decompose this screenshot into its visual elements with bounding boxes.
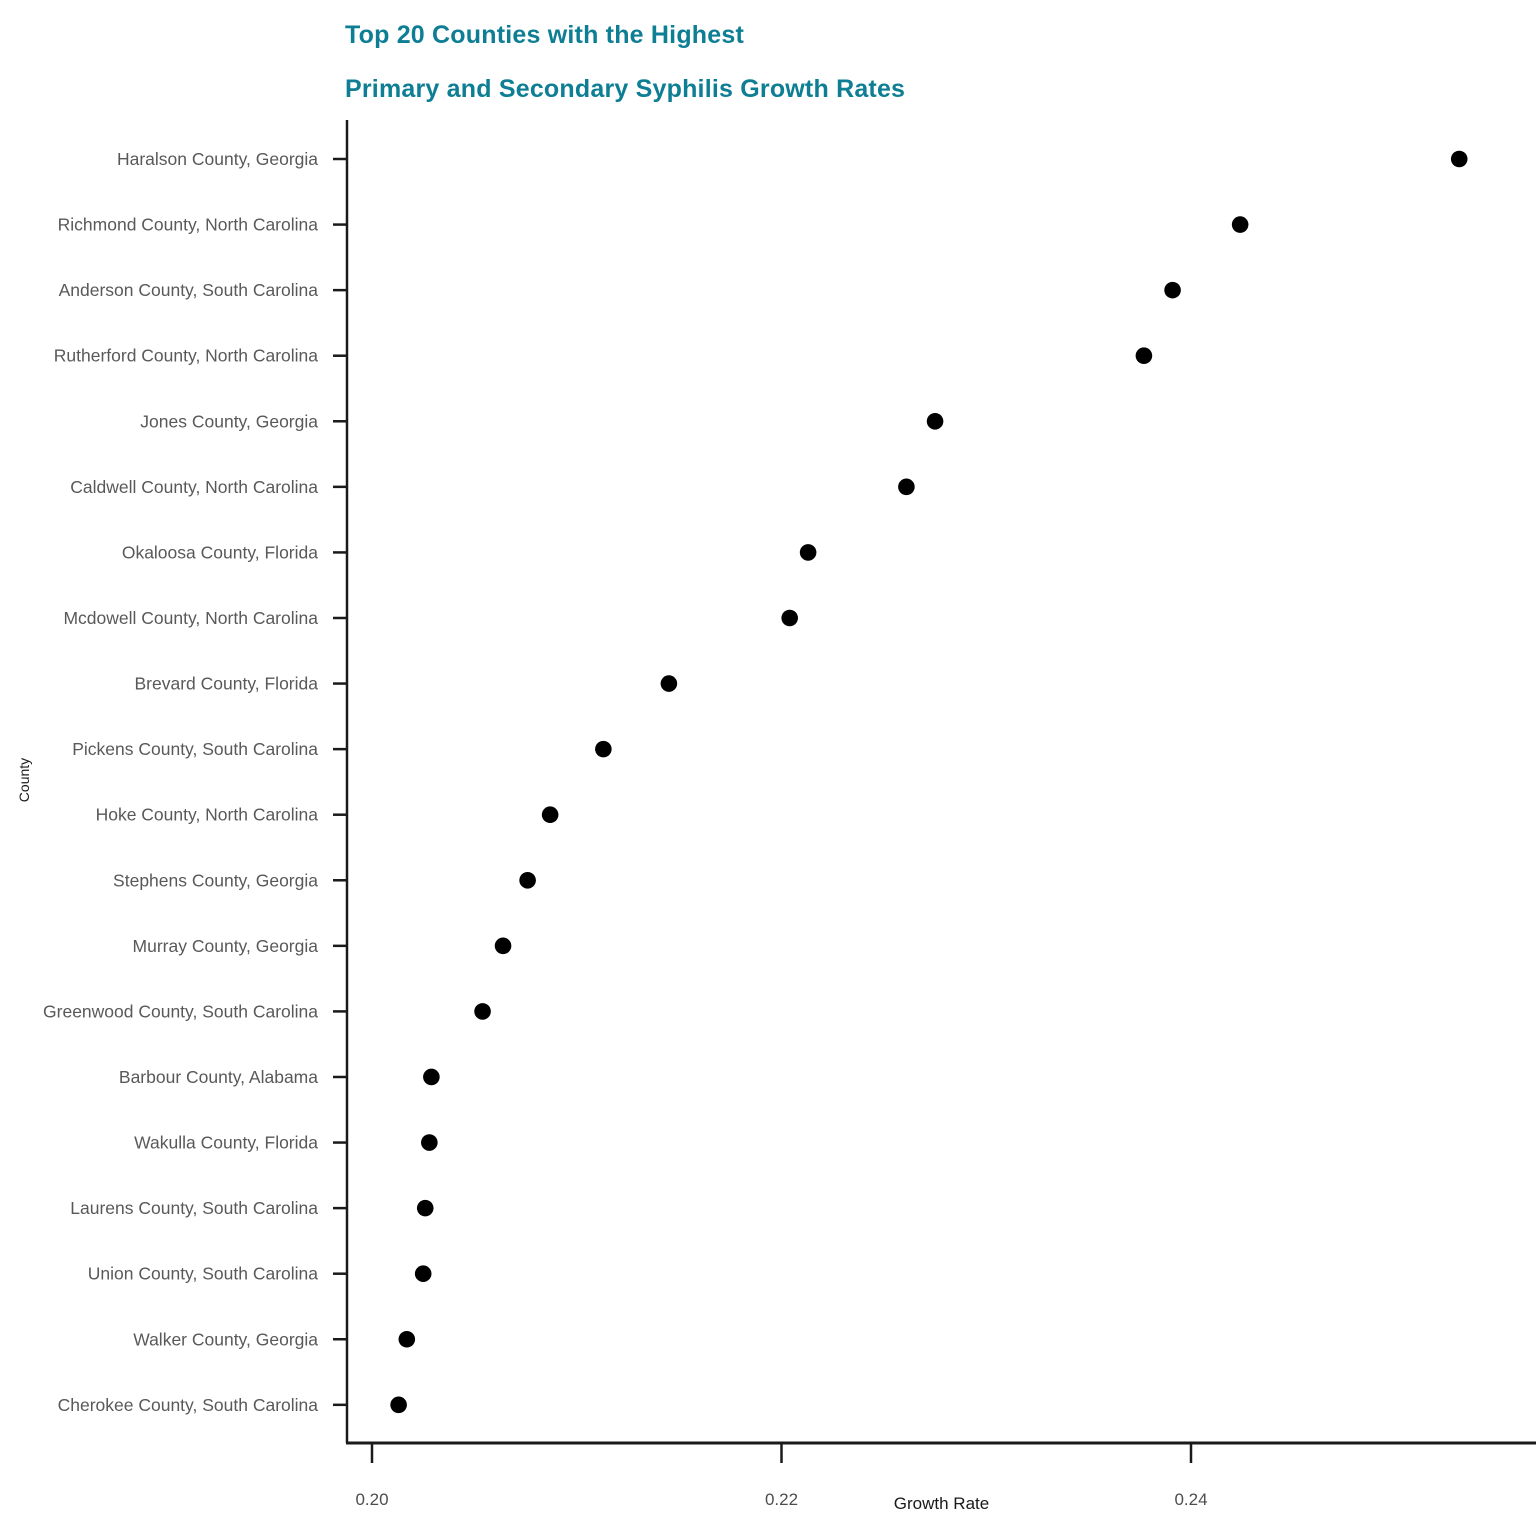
y-tick-label: Brevard County, Florida xyxy=(134,674,318,694)
chart-title-line-2: Primary and Secondary Syphilis Growth Ra… xyxy=(345,75,906,103)
y-tick-label: Laurens County, South Carolina xyxy=(70,1198,318,1218)
chart-title-line-1: Top 20 Counties with the Highest xyxy=(345,21,745,49)
y-tick-label: Barbour County, Alabama xyxy=(119,1067,318,1087)
data-point xyxy=(1231,216,1249,233)
data-point xyxy=(1135,347,1153,365)
data-point xyxy=(423,1068,440,1086)
x-tick-label: 0.24 xyxy=(1174,1490,1207,1509)
x-tick-label: 0.22 xyxy=(765,1490,798,1509)
y-tick-label: Wakulla County, Florida xyxy=(134,1133,318,1153)
y-tick-label: Jones County, Georgia xyxy=(140,411,318,431)
data-point xyxy=(541,806,559,823)
y-tick-label: Union County, South Carolina xyxy=(88,1264,318,1284)
y-tick-label: Walker County, Georgia xyxy=(133,1329,318,1349)
data-point xyxy=(390,1396,407,1414)
data-point xyxy=(474,1003,491,1020)
data-point xyxy=(414,1265,432,1282)
y-tick-label: Greenwood County, South Carolina xyxy=(43,1001,318,1021)
y-tick-label: Murray County, Georgia xyxy=(133,936,319,956)
data-point xyxy=(421,1134,438,1151)
data-point xyxy=(595,740,612,758)
y-tick-label: Richmond County, North Carolina xyxy=(58,215,319,235)
y-tick-label: Stephens County, Georgia xyxy=(113,870,318,890)
data-point xyxy=(926,412,944,430)
data-point xyxy=(494,937,512,955)
y-tick-label: Rutherford County, North Carolina xyxy=(54,346,319,366)
data-point xyxy=(781,609,798,627)
data-point xyxy=(799,544,817,561)
data-point xyxy=(416,1199,434,1217)
data-point xyxy=(898,478,915,496)
x-tick-label: 0.20 xyxy=(355,1490,388,1509)
x-axis-label: Growth Rate xyxy=(893,1494,990,1513)
y-tick-label: Anderson County, South Carolina xyxy=(59,280,319,300)
y-tick-label: Haralson County, Georgia xyxy=(117,149,318,169)
y-tick-label: Okaloosa County, Florida xyxy=(122,542,318,562)
y-tick-label: Pickens County, South Carolina xyxy=(72,739,318,759)
y-tick-label: Hoke County, North Carolina xyxy=(96,805,319,825)
y-tick-label: Caldwell County, North Carolina xyxy=(70,477,318,497)
y-axis-label: County xyxy=(16,757,32,803)
y-tick-label: Mcdowell County, North Carolina xyxy=(63,608,318,628)
y-tick-label: Cherokee County, South Carolina xyxy=(58,1395,319,1415)
data-point xyxy=(660,675,678,692)
data-point xyxy=(1450,150,1468,168)
data-point xyxy=(519,871,536,889)
data-point xyxy=(398,1330,416,1348)
data-point xyxy=(1164,281,1181,299)
